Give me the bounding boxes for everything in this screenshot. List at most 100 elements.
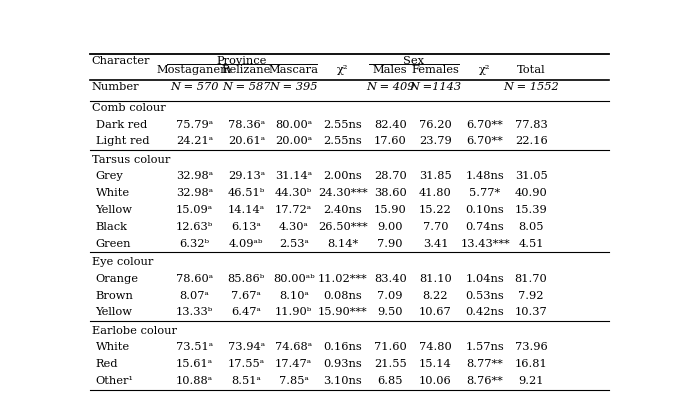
Text: 26.50***: 26.50*** (318, 222, 367, 232)
Text: 7.67ᵃ: 7.67ᵃ (231, 291, 261, 301)
Text: 38.60: 38.60 (374, 188, 407, 198)
Text: N = 570: N = 570 (170, 82, 218, 93)
Text: 9.50: 9.50 (377, 307, 403, 318)
Text: 17.60: 17.60 (374, 136, 407, 146)
Text: Brown: Brown (95, 291, 133, 301)
Text: Province: Province (217, 56, 267, 66)
Text: 8.76**: 8.76** (466, 376, 503, 386)
Text: 31.85: 31.85 (419, 171, 452, 181)
Text: 2.55ns: 2.55ns (323, 119, 362, 130)
Text: 74.68ᵃ: 74.68ᵃ (275, 342, 312, 352)
Text: Males: Males (373, 65, 407, 76)
Text: 10.67: 10.67 (419, 307, 452, 318)
Text: 76.20: 76.20 (419, 119, 452, 130)
Text: 7.85ᵃ: 7.85ᵃ (279, 376, 309, 386)
Text: 17.55ᵃ: 17.55ᵃ (228, 359, 265, 369)
Text: 44.30ᵇ: 44.30ᵇ (275, 188, 312, 198)
Text: 1.04ns: 1.04ns (466, 274, 505, 284)
Text: 31.14ᵃ: 31.14ᵃ (275, 171, 312, 181)
Text: 78.60ᵃ: 78.60ᵃ (176, 274, 213, 284)
Text: χ²: χ² (337, 65, 348, 76)
Text: 9.21: 9.21 (518, 376, 544, 386)
Text: 2.53ᵃ: 2.53ᵃ (279, 239, 309, 249)
Text: Tarsus colour: Tarsus colour (92, 154, 170, 164)
Text: Orange: Orange (95, 274, 139, 284)
Text: Earlobe colour: Earlobe colour (92, 325, 177, 336)
Text: 8.77**: 8.77** (466, 359, 503, 369)
Text: 80.00ᵃ: 80.00ᵃ (275, 119, 312, 130)
Text: 40.90: 40.90 (515, 188, 547, 198)
Text: Yellow: Yellow (95, 307, 133, 318)
Text: Mostaganem: Mostaganem (157, 65, 232, 76)
Text: 23.79: 23.79 (419, 136, 452, 146)
Text: N = 1552: N = 1552 (503, 82, 559, 93)
Text: 31.05: 31.05 (515, 171, 547, 181)
Text: 81.70: 81.70 (515, 274, 547, 284)
Text: 15.39: 15.39 (515, 205, 547, 215)
Text: Eye colour: Eye colour (92, 257, 153, 267)
Text: 8.14*: 8.14* (327, 239, 358, 249)
Text: 4.30ᵃ: 4.30ᵃ (279, 222, 309, 232)
Text: 4.09ᵃᵇ: 4.09ᵃᵇ (229, 239, 264, 249)
Text: 10.88ᵃ: 10.88ᵃ (176, 376, 213, 386)
Text: 15.09ᵃ: 15.09ᵃ (176, 205, 213, 215)
Text: 15.14: 15.14 (419, 359, 452, 369)
Text: 7.09: 7.09 (377, 291, 403, 301)
Text: 28.70: 28.70 (374, 171, 407, 181)
Text: 11.90ᵇ: 11.90ᵇ (275, 307, 312, 318)
Text: 1.57ns: 1.57ns (466, 342, 505, 352)
Text: 29.13ᵃ: 29.13ᵃ (228, 171, 265, 181)
Text: 7.90: 7.90 (377, 239, 403, 249)
Text: 13.33ᵇ: 13.33ᵇ (175, 307, 213, 318)
Text: Relizane: Relizane (222, 65, 271, 76)
Text: 11.02***: 11.02*** (318, 274, 367, 284)
Text: 12.63ᵇ: 12.63ᵇ (175, 222, 213, 232)
Text: 21.55: 21.55 (374, 359, 407, 369)
Text: 85.86ᵇ: 85.86ᵇ (228, 274, 265, 284)
Text: 80.00ᵃᵇ: 80.00ᵃᵇ (273, 274, 315, 284)
Text: 8.07ᵃ: 8.07ᵃ (180, 291, 209, 301)
Text: Females: Females (411, 65, 460, 76)
Text: 24.30***: 24.30*** (318, 188, 367, 198)
Text: 0.53ns: 0.53ns (466, 291, 505, 301)
Text: 7.92: 7.92 (518, 291, 544, 301)
Text: 81.10: 81.10 (419, 274, 452, 284)
Text: 15.22: 15.22 (419, 205, 452, 215)
Text: 10.06: 10.06 (419, 376, 452, 386)
Text: 15.61ᵃ: 15.61ᵃ (176, 359, 213, 369)
Text: White: White (95, 188, 130, 198)
Text: 10.37: 10.37 (515, 307, 547, 318)
Text: 4.51: 4.51 (518, 239, 544, 249)
Text: Total: Total (517, 65, 545, 76)
Text: 0.08ns: 0.08ns (323, 291, 362, 301)
Text: 73.51ᵃ: 73.51ᵃ (176, 342, 213, 352)
Text: 83.40: 83.40 (374, 274, 407, 284)
Text: Number: Number (92, 82, 139, 93)
Text: White: White (95, 342, 130, 352)
Text: 6.70**: 6.70** (466, 119, 503, 130)
Text: 8.05: 8.05 (518, 222, 544, 232)
Text: Black: Black (95, 222, 127, 232)
Text: 6.13ᵃ: 6.13ᵃ (231, 222, 261, 232)
Text: 78.36ᵃ: 78.36ᵃ (228, 119, 265, 130)
Text: 0.74ns: 0.74ns (466, 222, 505, 232)
Text: 46.51ᵇ: 46.51ᵇ (228, 188, 265, 198)
Text: χ²: χ² (479, 65, 491, 76)
Text: Other¹: Other¹ (95, 376, 133, 386)
Text: 9.00: 9.00 (377, 222, 403, 232)
Text: 3.41: 3.41 (423, 239, 448, 249)
Text: 17.72ᵃ: 17.72ᵃ (275, 205, 312, 215)
Text: Character: Character (92, 56, 150, 66)
Text: 22.16: 22.16 (515, 136, 547, 146)
Text: 77.83: 77.83 (515, 119, 547, 130)
Text: N =1143: N =1143 (409, 82, 462, 93)
Text: 8.10ᵃ: 8.10ᵃ (279, 291, 309, 301)
Text: 15.90: 15.90 (374, 205, 407, 215)
Text: 20.00ᵃ: 20.00ᵃ (275, 136, 312, 146)
Text: 20.61ᵃ: 20.61ᵃ (228, 136, 265, 146)
Text: 32.98ᵃ: 32.98ᵃ (176, 171, 213, 181)
Text: Sex: Sex (403, 56, 424, 66)
Text: 73.96: 73.96 (515, 342, 547, 352)
Text: 2.40ns: 2.40ns (323, 205, 362, 215)
Text: 0.10ns: 0.10ns (466, 205, 505, 215)
